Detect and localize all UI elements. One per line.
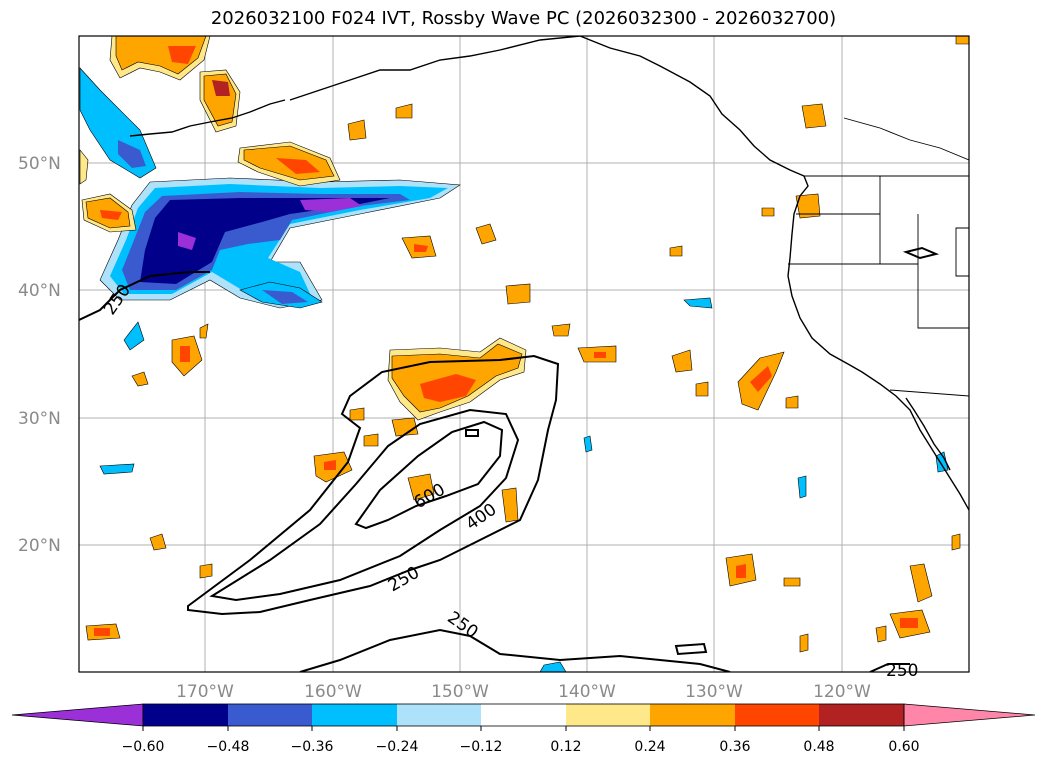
- positive-ivt-region: [79, 36, 969, 653]
- colorbar-label: 0.60: [888, 739, 919, 755]
- colorbar-segment: [650, 704, 735, 726]
- lat-label: 20°N: [18, 536, 61, 556]
- contour-small-ring: [674, 642, 708, 656]
- map-frame: [78, 35, 970, 673]
- colorbar-segment: [566, 704, 650, 726]
- lon-label: 160°W: [304, 682, 362, 702]
- colorbar: −0.60 −0.48 −0.36 −0.24 −0.12 0.12 0.24 …: [11, 703, 1036, 755]
- alaska-coast: [289, 36, 581, 101]
- lon-label: 140°W: [558, 682, 616, 702]
- contour-250-se: [869, 663, 910, 672]
- colorbar-frame: [142, 703, 905, 727]
- colorbar-extend-left: [11, 703, 144, 727]
- colorbar-segment: [735, 704, 819, 726]
- aleutian-chain: [129, 99, 286, 137]
- colorbar-segment: [819, 704, 904, 726]
- west-coast: [787, 175, 969, 511]
- bc-border: [843, 117, 969, 161]
- latitude-labels: 50°N 40°N 30°N 20°N: [18, 154, 61, 556]
- map-content: [79, 36, 969, 672]
- colorbar-segment: [481, 704, 566, 726]
- plot-title: 2026032100 F024 IVT, Rossby Wave PC (202…: [210, 8, 837, 29]
- alaska-panhandle: [579, 36, 805, 177]
- lat-label: 50°N: [18, 154, 61, 174]
- contour-400: [209, 408, 520, 602]
- colorbar-label: 0.36: [719, 739, 750, 755]
- lat-label: 40°N: [18, 281, 61, 301]
- mexico-border: [889, 389, 969, 397]
- contour-label: 250: [886, 661, 918, 681]
- contour-250-west: [79, 271, 210, 321]
- contour-600: [354, 420, 504, 530]
- colorbar-label: 0.48: [803, 739, 834, 755]
- lat-label: 30°N: [18, 409, 61, 429]
- colorbar-label: 0.24: [634, 739, 665, 755]
- colorbar-segment: [312, 704, 397, 726]
- lon-label: 170°W: [176, 682, 234, 702]
- colorbar-segment: [397, 704, 481, 726]
- utah-box: [955, 227, 969, 277]
- lon-label: 150°W: [431, 682, 489, 702]
- ivt-contours: [79, 271, 910, 672]
- longitude-labels: 170°W 160°W 150°W 140°W 130°W 120°W: [176, 682, 871, 702]
- great-salt-lake: [902, 246, 940, 260]
- colorbar-label: −0.12: [460, 739, 503, 755]
- colorbar-segment: [143, 704, 228, 726]
- colorbar-label: −0.60: [122, 739, 165, 755]
- contour-250-outer: [187, 354, 560, 616]
- coastlines: [129, 36, 969, 511]
- colorbar-label: −0.24: [376, 739, 419, 755]
- colorbar-segment: [228, 704, 312, 726]
- colorbar-label: 0.12: [550, 739, 581, 755]
- lon-label: 130°W: [685, 682, 743, 702]
- lon-label: 120°W: [813, 682, 871, 702]
- political-borders: [788, 117, 969, 397]
- contour-250-south: [299, 628, 731, 672]
- contour-small-ring-2: [465, 429, 479, 437]
- colorbar-label: −0.36: [291, 739, 334, 755]
- colorbar-extend-right: [903, 703, 1036, 727]
- colorbar-label: −0.48: [207, 739, 250, 755]
- state-border-ca-or: [788, 263, 969, 329]
- colorbar-ticks: [142, 726, 905, 731]
- baja-california: [905, 397, 951, 471]
